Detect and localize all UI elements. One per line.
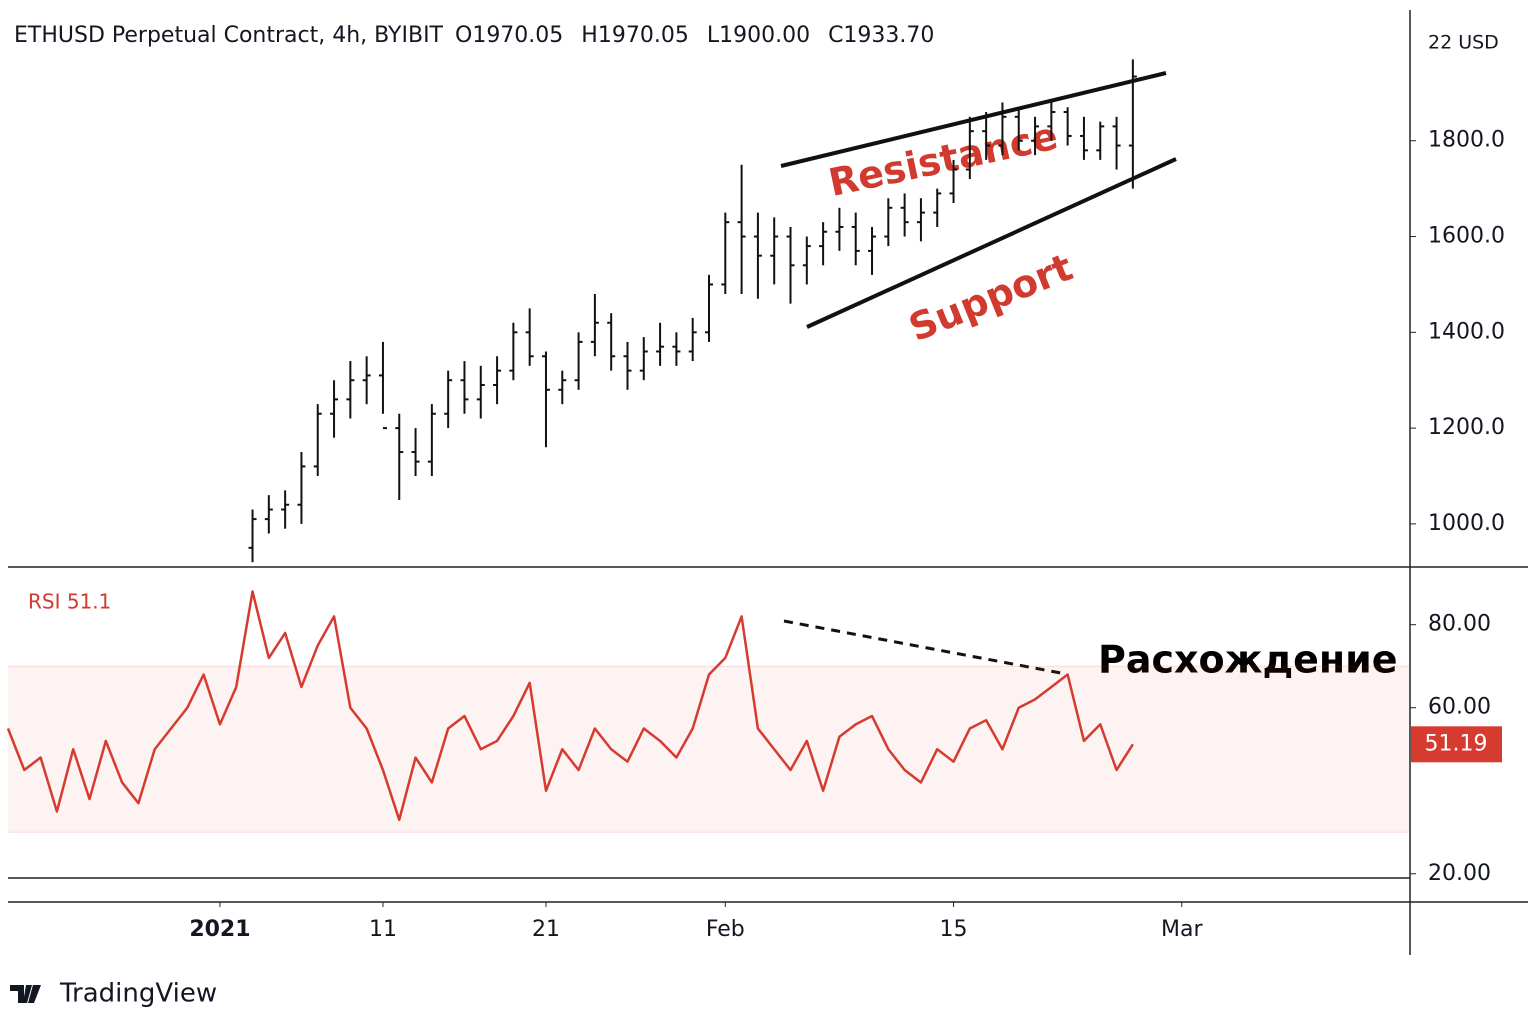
- x-tick-label: 2021: [189, 917, 250, 942]
- rsi-y-tick-label: 80.00: [1428, 612, 1491, 637]
- brand: TradingView: [59, 979, 217, 1009]
- x-tick-label: 15: [940, 917, 968, 942]
- y-tick-label: 1000.0: [1428, 511, 1505, 536]
- x-tick-label: Feb: [706, 917, 745, 942]
- title: ETHUSD Perpetual Contract, 4h, BYIBIT: [14, 23, 444, 48]
- x-tick-label: 21: [532, 917, 560, 942]
- rsi-line: [6, 590, 1134, 822]
- y-tick-label: 1600.0: [1428, 224, 1505, 249]
- support-line: [806, 157, 1177, 329]
- rsi-label: RSI 51.1: [28, 590, 111, 614]
- brand-logo: [10, 985, 41, 1003]
- y-tick-label: 1400.0: [1428, 319, 1505, 344]
- divergence-label: Расхождение: [1098, 638, 1398, 682]
- resistance-line: [780, 71, 1167, 168]
- y-tick-label: 1800.0: [1428, 128, 1505, 153]
- high-label: H1970.05: [581, 23, 689, 48]
- open-label: O1970.05: [455, 23, 563, 48]
- rsi-last-label: 51.19: [1425, 731, 1488, 756]
- rsi-y-tick-label: 20.00: [1428, 861, 1491, 886]
- close-label: C1933.70: [828, 23, 934, 48]
- chart-title: ETHUSD Perpetual Contract, 4h, BYIBIT O19…: [14, 23, 934, 48]
- x-tick-label: Mar: [1161, 917, 1203, 942]
- y-tick-label: 1200.0: [1428, 415, 1505, 440]
- currency-label: 22 USD: [1428, 32, 1499, 54]
- rsi-y-tick-label: 60.00: [1428, 695, 1491, 720]
- x-tick-label: 11: [369, 917, 397, 942]
- rsi-last-badge: [1411, 726, 1502, 763]
- rsi-band: [8, 666, 1410, 833]
- low-label: L1900.00: [707, 23, 810, 48]
